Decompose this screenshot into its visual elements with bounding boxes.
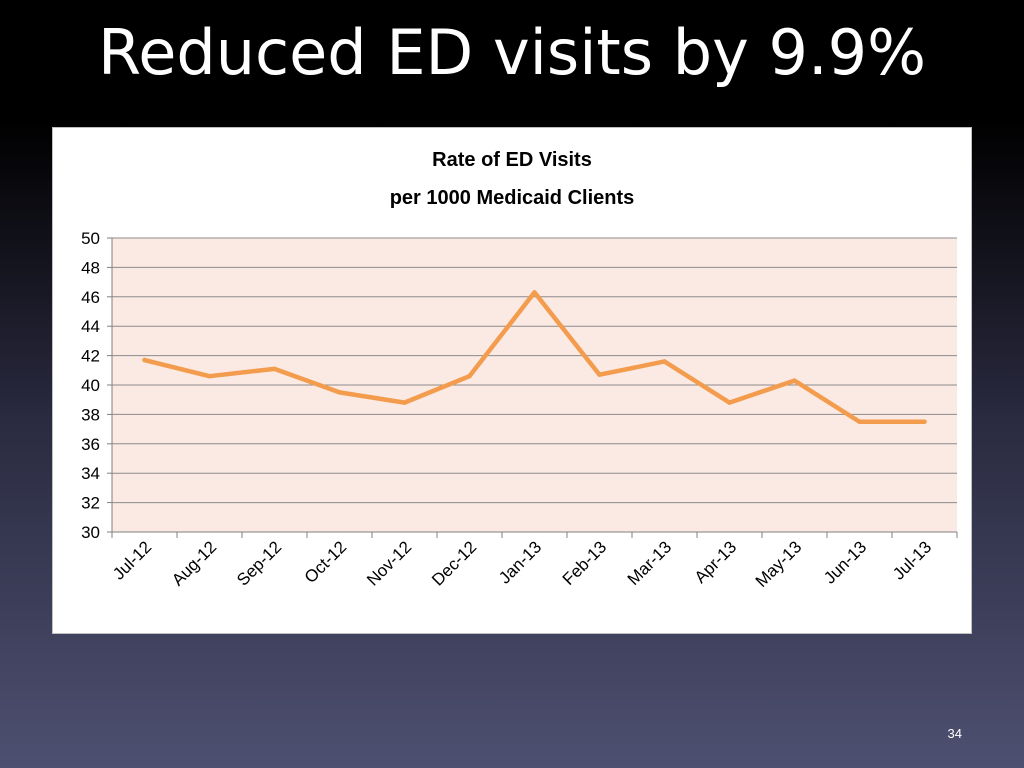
slide-title: Reduced ED visits by 9.9% [97, 16, 927, 89]
y-tick-label: 50 [81, 229, 100, 248]
series-group [142, 290, 927, 424]
axes [111, 238, 958, 538]
data-point [597, 372, 602, 377]
x-tick-label: Nov-12 [363, 537, 415, 589]
y-tick-label: 36 [81, 435, 100, 454]
data-point [857, 419, 862, 424]
page-number: 34 [947, 726, 962, 741]
x-tick-label: Mar-13 [624, 537, 676, 589]
chart-subtitle: per 1000 Medicaid Clients [390, 187, 635, 209]
data-point [922, 419, 927, 424]
data-point [272, 366, 277, 372]
y-axis-tick-labels: 30 32 34 36 38 40 42 44 46 48 50 [81, 229, 100, 542]
y-tick-label: 34 [81, 464, 100, 483]
y-tick-label: 44 [81, 317, 100, 336]
y-tick-label: 40 [81, 376, 100, 395]
data-point [142, 357, 147, 363]
x-tick-label: Oct-12 [301, 537, 351, 587]
y-tick-label: 48 [81, 258, 100, 277]
data-point [662, 359, 667, 364]
chart-panel: Rate of ED Visits per 1000 Medicaid Clie… [52, 127, 972, 634]
x-tick-label: Aug-12 [168, 537, 220, 589]
x-tick-label: Jan-13 [495, 537, 545, 587]
x-tick-label: Jun-13 [820, 537, 870, 587]
x-tick-label: Dec-12 [428, 537, 480, 589]
data-point [532, 290, 537, 295]
y-tick-label: 38 [81, 405, 100, 424]
data-point [402, 400, 407, 405]
x-tick-label: May-13 [752, 537, 806, 591]
y-tick-label: 30 [81, 523, 100, 542]
y-tick-label: 46 [81, 288, 100, 307]
data-point [792, 378, 797, 383]
data-point [207, 373, 212, 379]
x-axis-tick-labels: Jul-12 Aug-12 Sep-12 Oct-12 Nov-12 Dec-12 Jan-… [109, 537, 935, 591]
y-tick-label: 42 [81, 347, 100, 366]
data-point [467, 373, 472, 379]
data-point [727, 400, 732, 405]
x-tick-label: Jul-13 [889, 537, 935, 583]
data-point [337, 390, 342, 395]
x-tick-label: Apr-13 [691, 537, 741, 587]
x-tick-label: Feb-13 [559, 537, 611, 589]
x-tick-label: Jul-12 [109, 537, 155, 583]
x-tick-label: Sep-12 [233, 537, 285, 589]
gridlines [107, 237, 957, 533]
y-tick-label: 32 [81, 494, 100, 513]
line-chart: Rate of ED Visits per 1000 Medicaid Clie… [81, 149, 958, 591]
chart-title: Rate of ED Visits [432, 149, 592, 171]
